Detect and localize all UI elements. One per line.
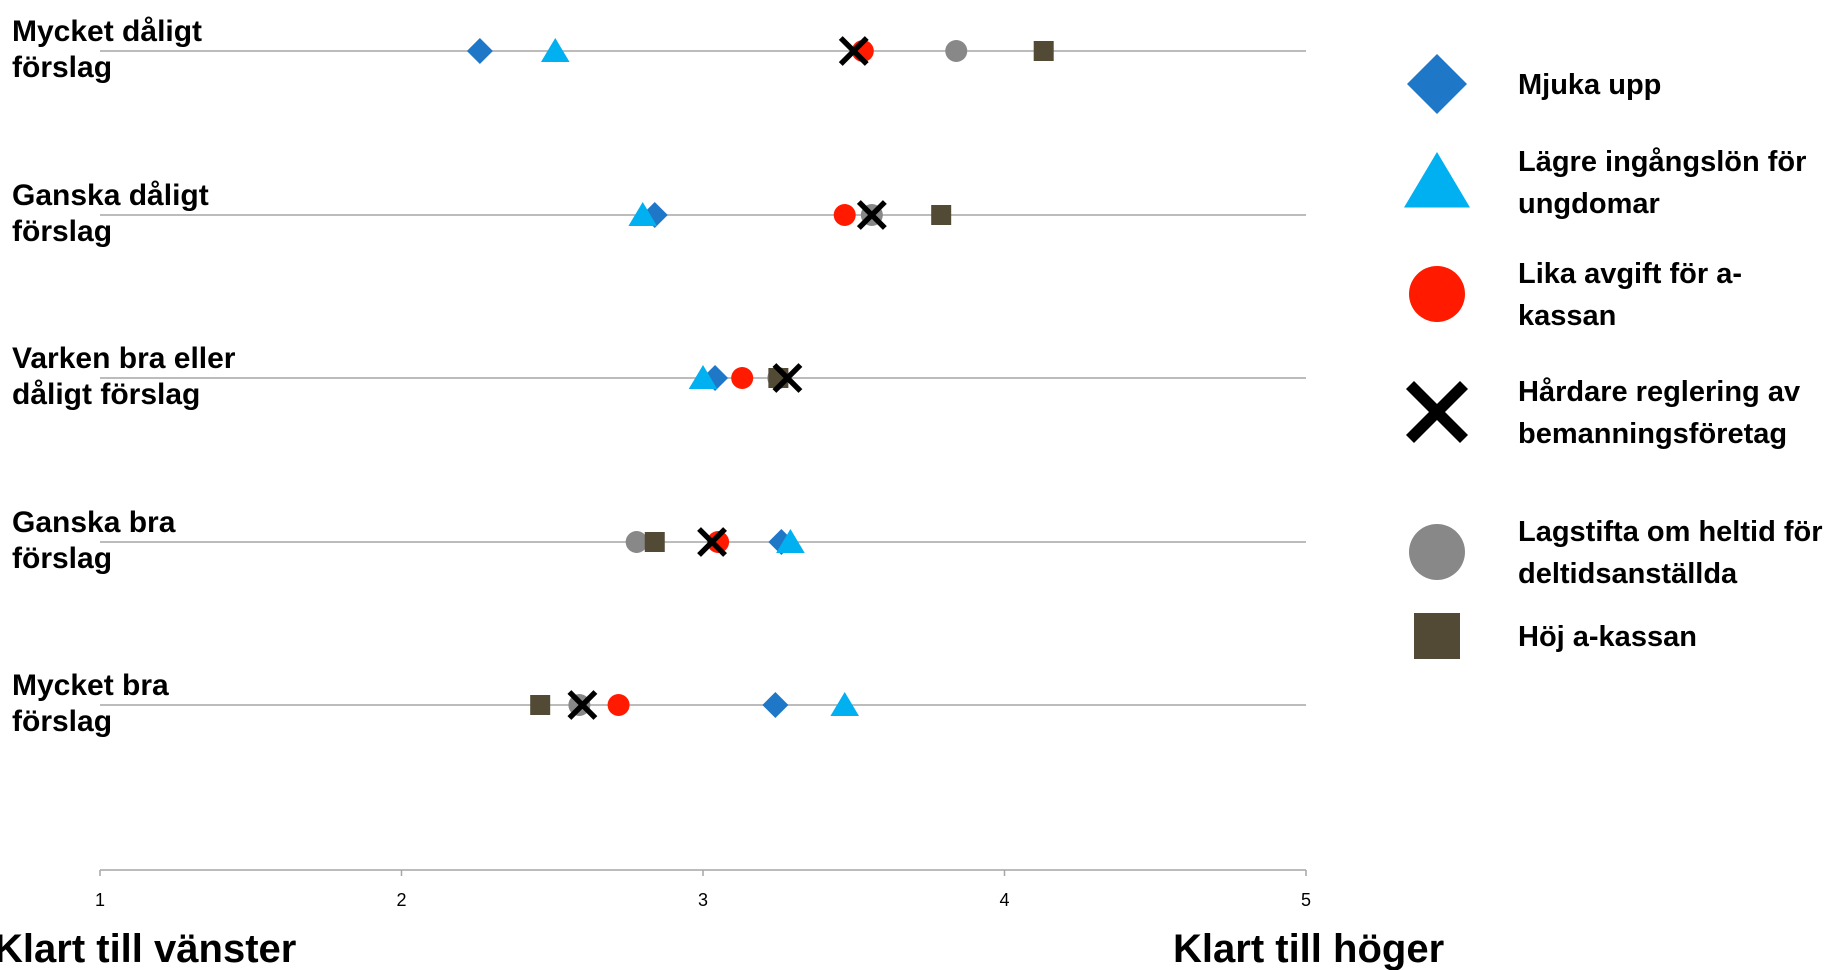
- x-tick-label: 5: [1301, 890, 1311, 910]
- x-tick-label: 2: [396, 890, 406, 910]
- legend-item: Höj a-kassan: [1414, 613, 1697, 659]
- data-point: [931, 205, 952, 225]
- category-label-line: förslag: [12, 705, 112, 738]
- category-label: Mycket bra förslag: [12, 669, 169, 738]
- legend-label-line: Hårdare reglering av: [1518, 376, 1800, 408]
- x-stroke: [772, 363, 803, 393]
- legend-label-line: deltidsanställda: [1518, 558, 1738, 590]
- category-label: Ganska dåligt förslag: [12, 179, 209, 248]
- data-point: [628, 202, 657, 227]
- data-point: [688, 365, 718, 390]
- data-point: [945, 40, 968, 62]
- legend-marker: [1409, 266, 1465, 322]
- category-label-line: Mycket dåligt: [12, 15, 202, 48]
- legend-item: Mjuka upp: [1407, 54, 1661, 114]
- data-point: [1033, 41, 1054, 61]
- x-tick-label: 3: [698, 890, 708, 910]
- data-point: [731, 367, 754, 389]
- data-point: [838, 36, 869, 66]
- category-label-line: Ganska bra: [12, 506, 176, 539]
- data-point: [707, 531, 730, 553]
- category-label: Mycket dåligt förslag: [12, 15, 202, 84]
- data-point: [540, 38, 570, 63]
- legend-item: Lika avgift för a-kassan: [1409, 258, 1742, 332]
- x-stroke: [856, 200, 887, 230]
- data-point: [567, 690, 598, 720]
- series-1: [540, 38, 860, 717]
- legend-item: Hårdare reglering av bemanningsföretag: [1405, 376, 1800, 450]
- data-point: [697, 527, 727, 557]
- legend-label: Lika avgift för a-kassan: [1518, 258, 1742, 332]
- category-label-line: förslag: [12, 51, 112, 84]
- legend-marker: [1409, 524, 1465, 580]
- legend-item: Lagstifta om heltid för deltidsanställda: [1409, 516, 1823, 590]
- data-point: [466, 38, 493, 64]
- legend-item: Lägre ingångslön för ungdomar: [1404, 146, 1806, 220]
- legend-marker: [1405, 380, 1469, 444]
- category-label-line: förslag: [12, 542, 112, 575]
- legend: Mjuka upp Lägre ingångslön för ungdomar Lik…: [1404, 54, 1823, 659]
- data-point: [772, 363, 803, 393]
- legend-label-line: ungdomar: [1518, 188, 1660, 220]
- data-point: [607, 694, 630, 716]
- series-5: [567, 36, 887, 720]
- category-label-line: Varken bra eller: [12, 342, 236, 375]
- legend-label: Höj a-kassan: [1518, 621, 1697, 653]
- data-point: [762, 692, 789, 718]
- data-point: [833, 204, 856, 226]
- legend-label: Mjuka upp: [1518, 69, 1661, 101]
- legend-label-line: kassan: [1518, 300, 1616, 332]
- data-point: [530, 695, 551, 715]
- data-point: [644, 532, 665, 552]
- x-stroke: [567, 690, 598, 720]
- x-stroke: [1405, 380, 1469, 444]
- data-point: [856, 200, 887, 230]
- data-points: [466, 36, 1054, 720]
- legend-label-line: bemanningsföretag: [1518, 418, 1787, 450]
- category-label-line: Mycket bra: [12, 669, 169, 702]
- legend-label-line: Lägre ingångslön för: [1518, 146, 1806, 178]
- data-point: [776, 529, 805, 554]
- legend-marker: [1414, 613, 1460, 659]
- right-end-label: Klart till höger: [1173, 927, 1444, 970]
- legend-label-line: Mjuka upp: [1518, 69, 1661, 101]
- x-stroke: [838, 36, 869, 66]
- legend-marker: [1407, 54, 1467, 114]
- data-point: [830, 692, 860, 717]
- x-stroke: [697, 527, 727, 557]
- category-label: Ganska bra förslag: [12, 506, 176, 575]
- category-label-line: Ganska dåligt: [12, 179, 209, 212]
- legend-label: Lägre ingångslön för ungdomar: [1518, 146, 1806, 220]
- category-label-line: dåligt förslag: [12, 378, 200, 411]
- legend-label-line: Höj a-kassan: [1518, 621, 1697, 653]
- x-tick-label: 4: [999, 890, 1009, 910]
- x-tick-label: 1: [95, 890, 105, 910]
- legend-marker: [1404, 152, 1470, 208]
- category-label: Varken bra eller dåligt förslag: [12, 342, 236, 411]
- legend-label-line: Lagstifta om heltid för: [1518, 516, 1823, 548]
- left-end-label: Klart till vänster: [0, 927, 296, 970]
- category-label-line: förslag: [12, 215, 112, 248]
- legend-label: Hårdare reglering av bemanningsföretag: [1518, 376, 1800, 450]
- data-point: [625, 531, 648, 553]
- legend-label-line: Lika avgift för a-: [1518, 258, 1742, 290]
- x-axis: 1 2 3 4 5: [95, 869, 1311, 910]
- legend-label: Lagstifta om heltid för deltidsanställda: [1518, 516, 1823, 590]
